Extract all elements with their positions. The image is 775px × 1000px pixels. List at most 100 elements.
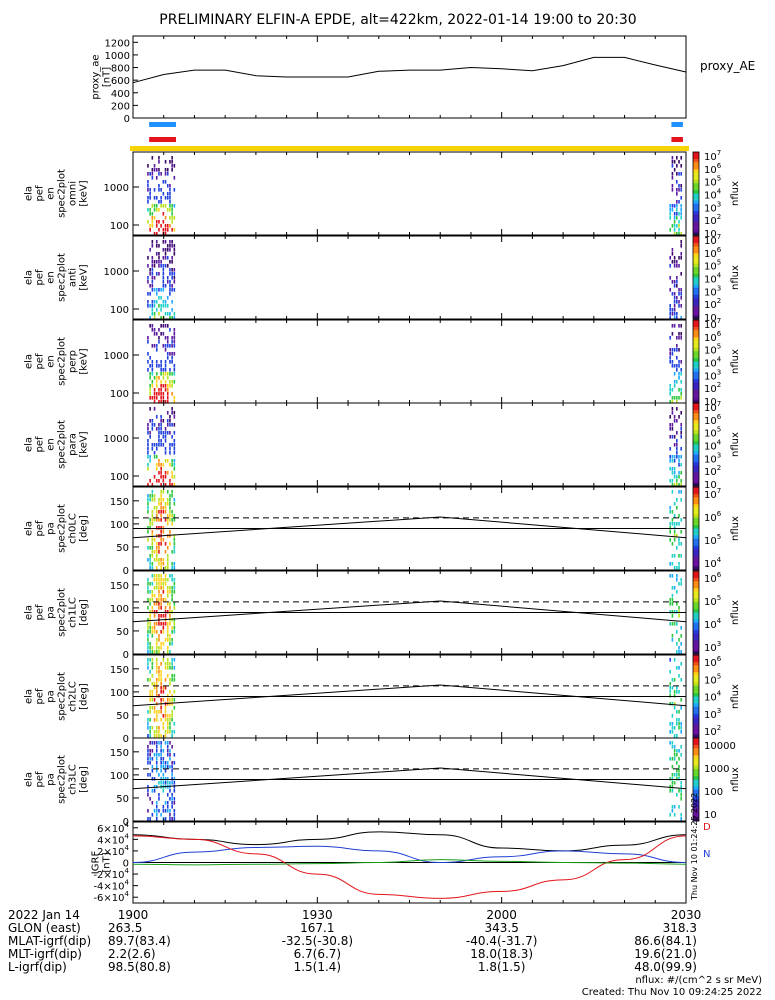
panel-label-line: ch0LC: [68, 513, 79, 544]
pitch-angle-pixel: [151, 574, 154, 578]
pitch-angle-pixel: [153, 602, 156, 606]
spectrogram-pixel: [676, 296, 678, 300]
pitch-angle-pixel: [160, 490, 162, 494]
pitch-angle-pixel: [149, 554, 151, 558]
spectrogram-pixel: [162, 324, 165, 328]
panel-label-line: spec2plot: [57, 253, 68, 302]
pitch-angle-pixel: [680, 793, 683, 797]
spectrogram-pixel: [151, 328, 154, 332]
colorbar-label: nflux: [730, 181, 741, 206]
pitch-angle-pixel: [173, 666, 176, 670]
pitch-angle-pixel: [680, 498, 683, 502]
spectrogram-pixel: [147, 200, 149, 204]
pitch-angle-pixel: [673, 753, 676, 757]
colorbar-tick-label: 106: [704, 571, 722, 585]
y-tick-label: 0: [123, 859, 129, 870]
spectrogram-pixel: [162, 280, 165, 284]
spectrogram-pixel: [673, 364, 676, 368]
pitch-angle-pixel: [151, 598, 154, 602]
panel-label-line: para: [68, 433, 79, 456]
colorbar-segment: [693, 169, 699, 174]
pitch-angle-pixel: [166, 558, 169, 562]
pitch-angle-pixel: [164, 741, 167, 745]
spectrogram-pixel: [151, 244, 154, 248]
pitch-angle-pixel: [149, 566, 151, 570]
spectrogram-pixel: [164, 439, 167, 443]
spectrogram-pixel: [162, 344, 165, 348]
spectrogram-pixel: [673, 256, 676, 260]
colorbar-tick-label: 103: [704, 640, 721, 654]
pitch-angle-pixel: [173, 626, 176, 630]
spectrogram-pixel: [166, 419, 169, 423]
panel-label-line: en: [46, 355, 57, 368]
pitch-angle-pixel: [147, 773, 149, 777]
spectrogram-pixel: [676, 192, 678, 196]
colorbar-segment: [693, 602, 699, 607]
pitch-angle-pixel: [151, 546, 154, 550]
axis-row-value: -32.5(-30.8): [282, 934, 353, 948]
pitch-angle-pixel: [166, 726, 169, 730]
spectrogram-pixel: [171, 392, 173, 396]
pitch-angle-pixel: [164, 777, 167, 781]
pitch-angle-pixel: [160, 769, 162, 773]
pitch-angle-pixel: [155, 598, 158, 602]
colorbar-segment: [693, 263, 699, 268]
spectrogram-pixel: [155, 308, 158, 312]
spectrogram-pixel: [147, 352, 149, 356]
pitch-angle-pixel: [173, 730, 176, 734]
spectrogram-pixel: [171, 164, 173, 168]
pitch-angle-pixel: [155, 753, 158, 757]
pitch-angle-pixel: [151, 726, 154, 730]
colorbar-segment: [693, 619, 699, 624]
spectrogram-pixel: [147, 196, 149, 200]
spectrogram-pixel: [678, 388, 680, 392]
pitch-angle-pixel: [169, 638, 171, 642]
pitch-angle-pixel: [158, 674, 160, 678]
spectrogram-pixel: [173, 268, 176, 272]
pitch-angle-pixel: [680, 518, 683, 522]
pitch-angle-pixel: [166, 801, 169, 805]
colorbar-segment: [693, 814, 699, 819]
spectrogram-pixel: [678, 172, 680, 176]
pitch-angle-pixel: [171, 773, 173, 777]
pitch-angle-pixel: [173, 518, 176, 522]
spectrogram-pixel: [151, 256, 154, 260]
pitch-angle-pixel: [671, 638, 674, 642]
pitch-angle-pixel: [173, 538, 176, 542]
pitch-angle-pixel: [669, 658, 672, 662]
colorbar-tick-label: 106: [704, 655, 722, 669]
spectrogram-pixel: [147, 220, 149, 224]
spectrogram-pixel: [669, 384, 672, 388]
spectrogram-pixel: [671, 352, 674, 356]
spectrogram-pixel: [158, 336, 160, 340]
pitch-angle-pixel: [169, 586, 171, 590]
pitch-angle-pixel: [149, 694, 151, 698]
spectrogram-pixel: [153, 443, 156, 447]
spectrogram-pixel: [160, 419, 162, 423]
panel-label-line: en: [46, 438, 57, 451]
pitch-angle-pixel: [673, 773, 676, 777]
colorbar-tick-label: 106: [704, 413, 722, 427]
pitch-angle-pixel: [147, 749, 149, 753]
pitch-angle-pixel: [169, 785, 171, 789]
pitch-angle-pixel: [164, 809, 167, 813]
colorbar-segment: [693, 291, 699, 296]
spectrogram-pixel: [671, 156, 674, 160]
pitch-angle-pixel: [155, 769, 158, 773]
spectrogram-pixel: [164, 483, 167, 487]
colorbar-segment: [693, 734, 699, 739]
spectrogram-pixel: [169, 192, 171, 196]
colorbar-segment: [693, 556, 699, 561]
pitch-angle-pixel: [166, 502, 169, 506]
pitch-angle-pixel: [171, 610, 173, 614]
spectrogram-pixel: [669, 479, 672, 483]
spectrogram-pixel: [169, 196, 171, 200]
pitch-angle-pixel: [162, 558, 165, 562]
colorbar-segment: [693, 490, 699, 495]
spectrogram-pixel: [164, 372, 167, 376]
spectrogram-pixel: [671, 184, 674, 188]
pitch-angle-pixel: [155, 558, 158, 562]
colorbar-segment: [693, 720, 699, 725]
pitch-angle-pixel: [158, 606, 160, 610]
